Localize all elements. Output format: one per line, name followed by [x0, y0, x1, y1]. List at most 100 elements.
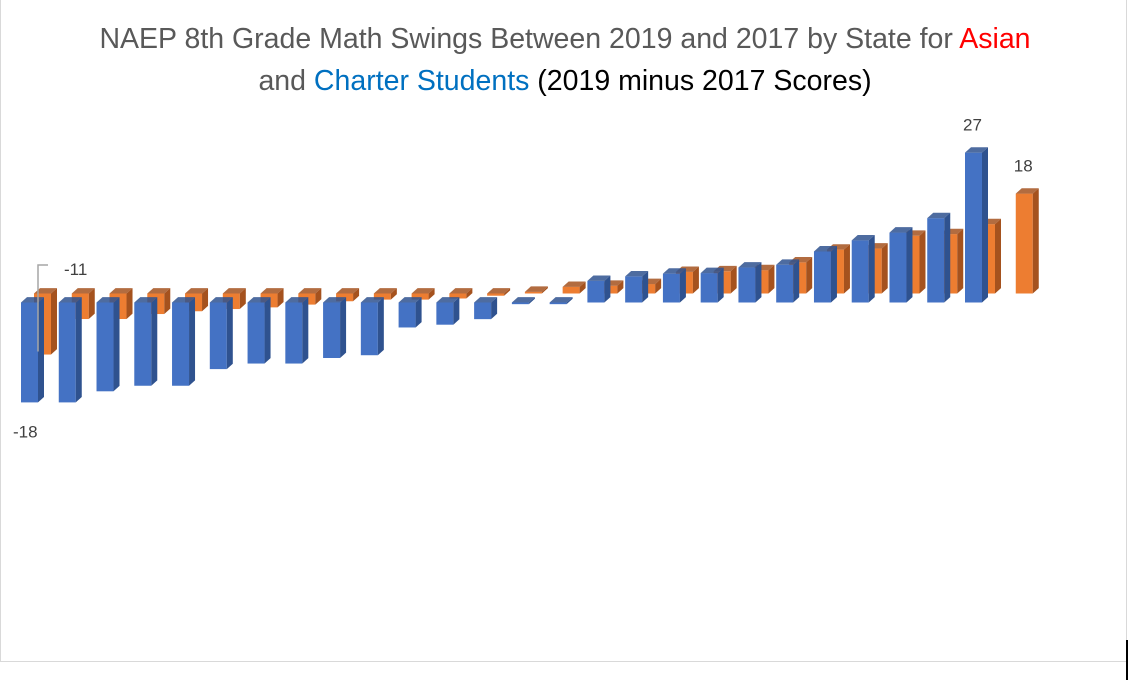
- bar-top: [625, 271, 649, 277]
- title-text: NAEP 8th Grade Math Swings Between 2019 …: [99, 23, 960, 55]
- bar-front: [96, 302, 114, 392]
- bar-top: [738, 262, 762, 268]
- bar-side: [504, 288, 511, 296]
- bar-blue-21: [813, 246, 837, 303]
- bar-top: [360, 297, 384, 303]
- bar-front: [487, 293, 505, 296]
- bar-blue-17: [662, 268, 686, 303]
- bar-top: [172, 297, 196, 303]
- title-asian: Asian: [959, 23, 1031, 55]
- bar-top: [662, 268, 686, 274]
- bar-top: [109, 288, 133, 294]
- data-label: -11: [64, 260, 87, 279]
- bar-blue-9: [360, 297, 384, 356]
- bar-front: [373, 293, 391, 300]
- bar-side: [541, 286, 548, 294]
- bar-blue-6: [247, 297, 271, 364]
- bar-side: [377, 297, 384, 356]
- bar-side: [730, 265, 737, 294]
- bar-top: [851, 234, 875, 241]
- bar-blue-22: [851, 234, 875, 303]
- bar-front: [134, 302, 152, 386]
- bar-side: [655, 278, 662, 294]
- bar-top: [336, 288, 360, 294]
- bar-side: [843, 244, 850, 294]
- bar-blue-24: [927, 212, 951, 303]
- bar-blue-20: [776, 259, 800, 303]
- bar-orange-9: [373, 288, 397, 300]
- bar-side: [75, 297, 82, 403]
- bar-blue-5: [209, 297, 233, 370]
- bar-orange-11: [449, 288, 473, 299]
- bar-blue-0: [21, 297, 44, 403]
- bar-blue-11: [436, 297, 460, 325]
- bar-front: [474, 302, 492, 320]
- bar-side: [579, 281, 586, 294]
- bar-orange-13: [524, 286, 548, 294]
- title-charter: Charter Students: [313, 65, 530, 97]
- bar-top: [71, 288, 95, 294]
- data-label: 27: [963, 116, 982, 135]
- leader-line: [37, 264, 48, 352]
- bar-blue-16: [625, 271, 649, 303]
- bar-side: [604, 275, 611, 303]
- bar-front: [285, 302, 303, 364]
- bar-side: [202, 288, 209, 312]
- bar-top: [700, 267, 724, 274]
- bar-side: [126, 288, 133, 320]
- bar-side: [755, 262, 762, 303]
- bar-side: [491, 297, 498, 320]
- bar-blue-15: [587, 275, 611, 303]
- bar-blue-23: [889, 227, 913, 303]
- bar-side: [340, 297, 347, 358]
- bar-orange-12: [487, 288, 511, 296]
- chart-title: NAEP 8th Grade Math Swings Between 2019 …: [90, 18, 1040, 102]
- bar-side: [717, 267, 724, 303]
- bar-top: [474, 297, 498, 303]
- bar-side: [944, 212, 951, 303]
- bar-side: [428, 288, 435, 300]
- bar-side: [566, 297, 573, 305]
- bar-side: [151, 297, 158, 386]
- bar-top: [134, 297, 158, 303]
- bar-blue-10: [398, 297, 422, 328]
- bar-blue-25: [965, 147, 988, 303]
- bar-front: [449, 293, 467, 299]
- bar-side: [881, 243, 888, 294]
- bar-blue-7: [285, 297, 309, 364]
- bar-blue-18: [700, 267, 724, 303]
- bar-side: [642, 271, 649, 303]
- bar-side: [617, 280, 624, 294]
- bar-top: [587, 275, 611, 281]
- text-cursor: [1126, 640, 1128, 680]
- bar-orange-10: [411, 288, 435, 300]
- bar-top: [209, 297, 233, 303]
- bar-front: [524, 291, 542, 294]
- bar-side: [1032, 188, 1039, 294]
- bar-side: [906, 227, 913, 303]
- bar-top: [398, 297, 422, 303]
- bar-front: [889, 232, 907, 303]
- bar-side: [51, 288, 57, 355]
- bar-top: [298, 288, 322, 294]
- bar-front: [172, 302, 190, 386]
- bar-front: [927, 218, 945, 303]
- bar-orange-26: [1015, 188, 1039, 294]
- bar-side: [806, 257, 813, 294]
- bar-side: [453, 297, 460, 325]
- bar-top: [487, 288, 511, 294]
- bar-front: [562, 286, 580, 294]
- bar-front: [58, 302, 76, 403]
- bar-blue-12: [474, 297, 498, 320]
- bar-front: [21, 302, 38, 403]
- bar-blue-1: [58, 297, 82, 403]
- bar-top: [96, 297, 120, 303]
- bar-side: [679, 268, 686, 303]
- bar-front: [1015, 193, 1033, 294]
- bar-side: [302, 297, 309, 364]
- bar-front: [587, 280, 605, 303]
- bar-top: [813, 246, 837, 252]
- bar-front: [247, 302, 265, 364]
- bar-top: [58, 297, 82, 303]
